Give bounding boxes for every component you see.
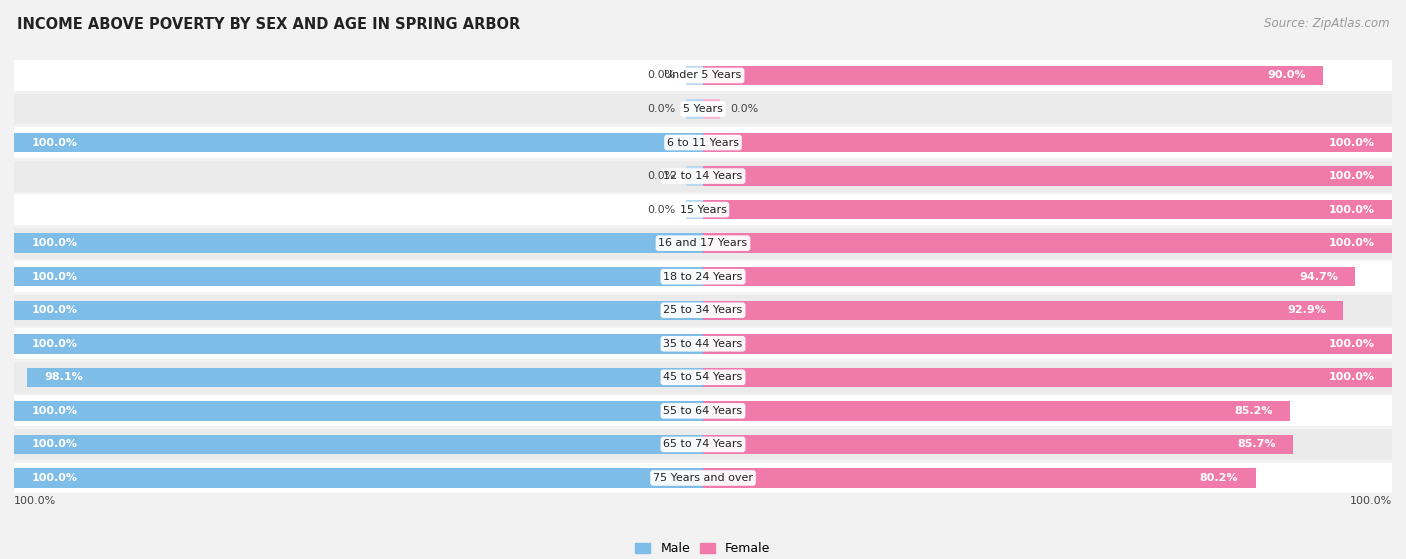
Bar (703, 368, 1392, 387)
Text: 80.2%: 80.2% (1199, 473, 1239, 483)
Bar (703, 401, 1289, 420)
Text: 75 Years and over: 75 Years and over (652, 473, 754, 483)
Bar (14, 60, 1392, 91)
Bar (14, 194, 1392, 225)
Bar (703, 234, 1392, 253)
Bar (14, 462, 1392, 494)
Text: 100.0%: 100.0% (31, 238, 77, 248)
Text: 100.0%: 100.0% (31, 339, 77, 349)
Bar (14, 133, 703, 152)
Text: 100.0%: 100.0% (31, 473, 77, 483)
Text: 85.2%: 85.2% (1234, 406, 1272, 416)
Bar (14, 334, 703, 353)
Bar (703, 167, 1392, 186)
Text: INCOME ABOVE POVERTY BY SEX AND AGE IN SPRING ARBOR: INCOME ABOVE POVERTY BY SEX AND AGE IN S… (17, 17, 520, 32)
Bar (14, 362, 1392, 393)
Bar (27, 368, 703, 387)
Text: 100.0%: 100.0% (1329, 339, 1375, 349)
Text: 100.0%: 100.0% (1329, 205, 1375, 215)
Text: 100.0%: 100.0% (31, 439, 77, 449)
Bar (686, 200, 703, 219)
Text: 25 to 34 Years: 25 to 34 Years (664, 305, 742, 315)
Text: 5 Years: 5 Years (683, 104, 723, 114)
Text: 18 to 24 Years: 18 to 24 Years (664, 272, 742, 282)
Text: 15 Years: 15 Years (679, 205, 727, 215)
Text: 0.0%: 0.0% (731, 104, 759, 114)
Text: 100.0%: 100.0% (1350, 496, 1392, 506)
Bar (703, 301, 1343, 320)
Bar (14, 429, 1392, 460)
Text: 90.0%: 90.0% (1267, 70, 1306, 80)
Bar (14, 328, 1392, 359)
Text: 12 to 14 Years: 12 to 14 Years (664, 171, 742, 181)
Text: 100.0%: 100.0% (31, 138, 77, 148)
Text: 100.0%: 100.0% (1329, 171, 1375, 181)
Bar (14, 228, 1392, 259)
Bar (14, 401, 703, 420)
Bar (14, 301, 703, 320)
Bar (14, 160, 1392, 192)
Text: 94.7%: 94.7% (1299, 272, 1339, 282)
Bar (703, 468, 1256, 487)
Text: 0.0%: 0.0% (647, 104, 675, 114)
Bar (703, 66, 1323, 85)
Bar (14, 395, 1392, 427)
Bar (14, 295, 1392, 326)
Bar (686, 66, 703, 85)
Text: 85.7%: 85.7% (1237, 439, 1277, 449)
Text: 0.0%: 0.0% (647, 70, 675, 80)
Bar (703, 267, 1355, 286)
Text: 100.0%: 100.0% (1329, 372, 1375, 382)
Bar (14, 127, 1392, 158)
Bar (703, 334, 1392, 353)
Text: 100.0%: 100.0% (31, 272, 77, 282)
Bar (14, 468, 703, 487)
Text: 0.0%: 0.0% (647, 205, 675, 215)
Text: 100.0%: 100.0% (31, 406, 77, 416)
Text: 100.0%: 100.0% (14, 496, 56, 506)
Bar (14, 435, 703, 454)
Bar (703, 100, 720, 119)
Text: 16 and 17 Years: 16 and 17 Years (658, 238, 748, 248)
Text: 92.9%: 92.9% (1286, 305, 1326, 315)
Text: 0.0%: 0.0% (647, 171, 675, 181)
Text: 35 to 44 Years: 35 to 44 Years (664, 339, 742, 349)
Legend: Male, Female: Male, Female (630, 537, 776, 559)
Bar (686, 167, 703, 186)
Bar (14, 93, 1392, 125)
Text: 55 to 64 Years: 55 to 64 Years (664, 406, 742, 416)
Text: 100.0%: 100.0% (1329, 238, 1375, 248)
Bar (703, 435, 1294, 454)
Bar (14, 234, 703, 253)
Text: 100.0%: 100.0% (1329, 138, 1375, 148)
Text: 65 to 74 Years: 65 to 74 Years (664, 439, 742, 449)
Text: 45 to 54 Years: 45 to 54 Years (664, 372, 742, 382)
Bar (686, 100, 703, 119)
Text: 6 to 11 Years: 6 to 11 Years (666, 138, 740, 148)
Bar (703, 200, 1392, 219)
Text: 100.0%: 100.0% (31, 305, 77, 315)
Text: 98.1%: 98.1% (45, 372, 83, 382)
Bar (14, 267, 703, 286)
Bar (14, 261, 1392, 292)
Text: Under 5 Years: Under 5 Years (665, 70, 741, 80)
Bar (703, 133, 1392, 152)
Text: Source: ZipAtlas.com: Source: ZipAtlas.com (1264, 17, 1389, 30)
